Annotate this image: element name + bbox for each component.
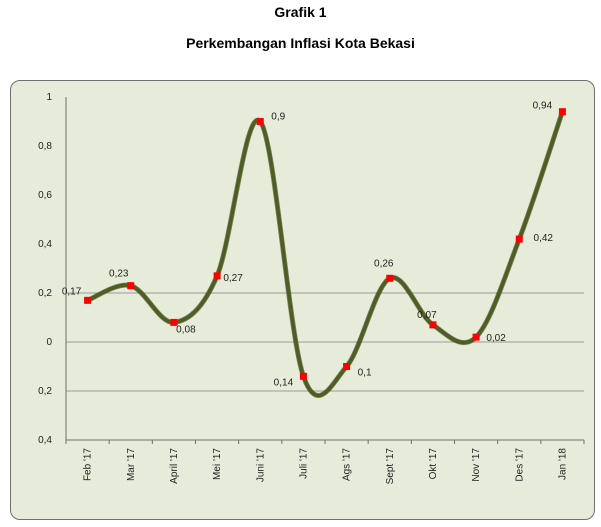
data-label: 0,23 [109,269,129,280]
data-label: 0,14 [274,377,294,388]
series-line [85,109,565,398]
chart-title: Perkembangan Inflasi Kota Bekasi [186,35,415,51]
x-tick-label: Okt '17 [428,448,439,480]
x-tick-label: Juni '17 [255,448,266,483]
data-point-marker [558,108,566,116]
data-label: 0,42 [534,233,554,244]
y-tick-label: 1 [46,92,52,103]
y-tick-label: 0 [46,337,52,348]
y-tick-label: 0,4 [38,239,52,250]
data-label: 0,07 [417,310,437,321]
x-tick-label: Des '17 [514,448,525,482]
x-tick-label: Jan '18 [557,448,568,480]
data-label: 0,27 [223,273,243,284]
x-tick-label: Juli '17 [298,448,309,479]
data-label: 0,9 [271,112,285,123]
x-tick-label: Feb '17 [83,448,94,481]
data-point-marker [386,274,394,282]
data-point-marker [213,272,221,280]
y-tick-label: 0,2 [38,288,52,299]
data-point-marker [256,118,264,125]
x-tick-label: April '17 [169,448,180,484]
data-point-marker [515,235,523,243]
x-tick-label: Ags '17 [342,448,353,481]
x-tick-label: Mei '17 [212,448,223,480]
data-point-marker [299,372,307,380]
x-tick-label: Nov '17 [471,448,482,482]
data-label: 0,94 [533,101,553,112]
data-point-marker [84,296,92,304]
y-tick-label: 0,8 [38,141,52,152]
data-point-marker [429,321,437,329]
y-tick-label: 0,2 [38,386,52,397]
data-label: 0,1 [358,368,372,379]
x-tick-label: Mar '17 [126,448,137,481]
y-tick-label: 0,6 [38,190,52,201]
data-point-marker [472,333,480,341]
y-tick-label: 0,4 [38,435,52,446]
data-point-marker [343,363,351,370]
data-label: 0,02 [486,333,506,344]
series-line-shadow [85,109,565,398]
data-point-marker [127,282,135,290]
chart-caption-number: Grafik 1 [274,4,327,20]
data-label: 0,08 [176,324,196,335]
data-point-marker [170,318,178,326]
data-label: 0,17 [62,286,82,297]
data-label: 0,26 [374,258,394,269]
x-tick-label: Sept '17 [385,448,396,485]
